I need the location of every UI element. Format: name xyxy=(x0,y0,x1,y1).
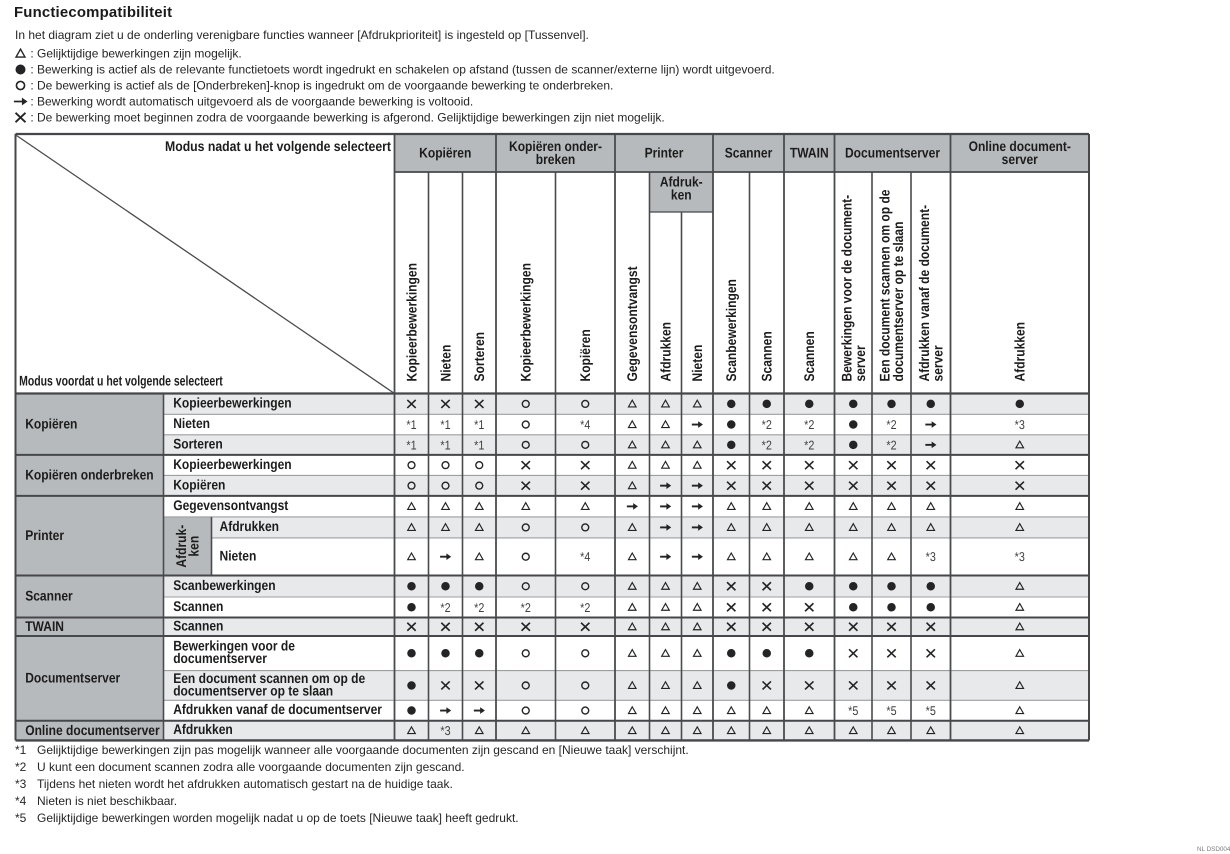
svg-text:Kopieerbewerkingen: Kopieerbewerkingen xyxy=(403,263,419,381)
svg-text:Documentserver: Documentserver xyxy=(25,670,120,686)
svg-text:Een document scannen om op de: Een document scannen om op de xyxy=(173,670,365,686)
svg-text:Kopiëren: Kopiëren xyxy=(25,415,77,431)
svg-text:Scanner: Scanner xyxy=(25,588,73,604)
svg-text:documentserver: documentserver xyxy=(173,650,267,666)
svg-text:server: server xyxy=(852,345,868,382)
svg-text:Afdruk-: Afdruk- xyxy=(173,525,189,568)
svg-text:Een document scannen om op de: Een document scannen om op de xyxy=(877,189,893,381)
svg-text:*2: *2 xyxy=(580,601,590,615)
svg-text:*3: *3 xyxy=(1015,550,1025,564)
svg-text:*2: *2 xyxy=(804,418,814,432)
svg-text:*2: *2 xyxy=(440,601,450,615)
svg-text:TWAIN: TWAIN xyxy=(790,144,829,160)
svg-text:Documentserver: Documentserver xyxy=(845,144,940,160)
svg-text:Printer: Printer xyxy=(25,527,64,543)
svg-text:*1: *1 xyxy=(474,418,484,432)
svg-text:*5: *5 xyxy=(926,704,936,718)
svg-text:Scanbewerkingen: Scanbewerkingen xyxy=(723,279,739,381)
svg-text:*1: *1 xyxy=(474,438,484,452)
svg-text:Kopieerbewerkingen: Kopieerbewerkingen xyxy=(173,456,291,472)
svg-text:Scanbewerkingen: Scanbewerkingen xyxy=(173,577,275,593)
svg-text:documentserver op te slaan: documentserver op te slaan xyxy=(890,222,906,382)
svg-text:Afdrukken: Afdrukken xyxy=(1012,322,1028,382)
svg-text:Afdrukken: Afdrukken xyxy=(173,721,233,737)
svg-text:Scannen: Scannen xyxy=(173,598,223,614)
svg-text:Afdrukken vanaf de documentser: Afdrukken vanaf de documentserver xyxy=(173,701,382,717)
svg-text:Bewerkingen voor de: Bewerkingen voor de xyxy=(173,638,295,654)
svg-text:breken: breken xyxy=(536,151,575,167)
svg-text:*1: *1 xyxy=(440,418,450,432)
svg-text:*2: *2 xyxy=(521,601,531,615)
svg-text:Afdruk-: Afdruk- xyxy=(660,174,703,190)
svg-text:*5: *5 xyxy=(848,704,858,718)
svg-text:*2: *2 xyxy=(886,438,896,452)
svg-text:*2: *2 xyxy=(762,438,772,452)
svg-text:Afdrukken: Afdrukken xyxy=(657,322,673,382)
svg-text:Scanner: Scanner xyxy=(725,144,773,160)
svg-text:Sorteren: Sorteren xyxy=(471,332,487,382)
svg-text:Nieten: Nieten xyxy=(437,345,453,382)
svg-text:Kopiëren onderbreken: Kopiëren onderbreken xyxy=(25,467,153,483)
svg-text:Kopieerbewerkingen: Kopieerbewerkingen xyxy=(173,395,291,411)
svg-text:ken: ken xyxy=(671,186,692,202)
svg-text:*1: *1 xyxy=(406,418,416,432)
svg-text:*2: *2 xyxy=(762,418,772,432)
svg-text:Scannen: Scannen xyxy=(173,617,223,633)
svg-text:Afdrukken: Afdrukken xyxy=(220,518,280,534)
svg-text:ken: ken xyxy=(186,536,202,557)
svg-text:Nieten: Nieten xyxy=(220,547,257,563)
svg-text:*1: *1 xyxy=(406,438,416,452)
svg-text:*3: *3 xyxy=(440,724,450,738)
svg-text:TWAIN: TWAIN xyxy=(25,618,64,634)
svg-text:*4: *4 xyxy=(580,418,590,432)
svg-text:Sorteren: Sorteren xyxy=(173,435,223,451)
svg-text:Scannen: Scannen xyxy=(801,331,817,381)
svg-text:*4: *4 xyxy=(580,550,590,564)
svg-text:Online documentserver: Online documentserver xyxy=(25,722,160,738)
svg-text:server: server xyxy=(929,345,945,382)
svg-text:Modus voordat u het volgende s: Modus voordat u het volgende selecteert xyxy=(19,373,223,389)
svg-text:Modus nadat u het volgende sel: Modus nadat u het volgende selecteert xyxy=(165,138,391,154)
svg-text:Gegevensontvangst: Gegevensontvangst xyxy=(624,266,640,381)
svg-text:Nieten: Nieten xyxy=(173,415,210,431)
svg-text:Afdrukken vanaf de document-: Afdrukken vanaf de document- xyxy=(916,205,932,382)
svg-text:*5: *5 xyxy=(886,704,896,718)
svg-text:*1: *1 xyxy=(440,438,450,452)
svg-text:*2: *2 xyxy=(474,601,484,615)
svg-text:Gegevensontvangst: Gegevensontvangst xyxy=(173,497,288,513)
svg-text:Nieten: Nieten xyxy=(689,345,705,382)
svg-text:Kopieerbewerkingen: Kopieerbewerkingen xyxy=(518,263,534,381)
svg-text:Kopiëren: Kopiëren xyxy=(577,329,593,381)
svg-text:Kopiëren: Kopiëren xyxy=(419,144,471,160)
svg-text:Online document-: Online document- xyxy=(969,138,1072,154)
svg-text:Bewerkingen voor de document-: Bewerkingen voor de document- xyxy=(838,195,854,382)
svg-text:*2: *2 xyxy=(886,418,896,432)
svg-text:Kopiëren: Kopiëren xyxy=(173,476,225,492)
svg-text:Scannen: Scannen xyxy=(759,331,775,381)
svg-text:documentserver op te slaan: documentserver op te slaan xyxy=(173,682,333,698)
svg-text:Kopiëren onder-: Kopiëren onder- xyxy=(509,138,602,154)
svg-text:*3: *3 xyxy=(1015,418,1025,432)
svg-text:*2: *2 xyxy=(804,438,814,452)
svg-text:*3: *3 xyxy=(926,550,936,564)
svg-text:server: server xyxy=(1002,151,1039,167)
svg-text:Printer: Printer xyxy=(645,144,684,160)
